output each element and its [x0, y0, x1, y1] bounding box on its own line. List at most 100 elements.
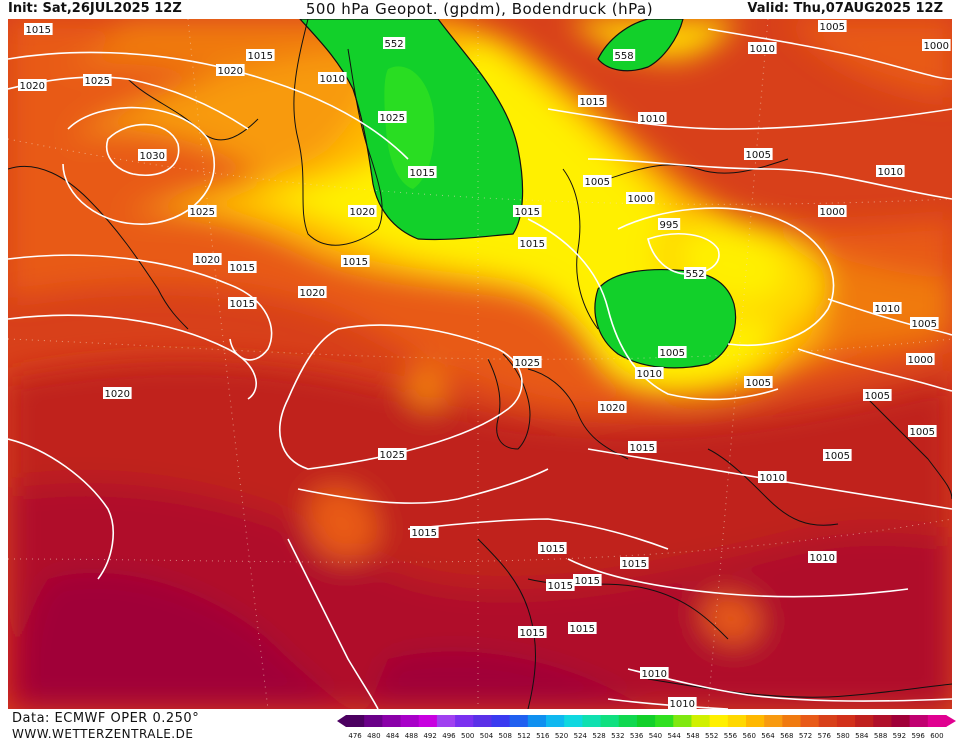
geopot-label: 552	[383, 37, 406, 50]
legend-tick-label: 568	[780, 732, 793, 740]
legend-swatch	[346, 715, 365, 727]
legend-tick-label: 528	[592, 732, 605, 740]
isobar-label: 1015	[513, 205, 542, 218]
legend-swatch	[691, 715, 711, 727]
isobar-label: 1000	[922, 39, 951, 52]
isobar-label: 1020	[103, 387, 132, 400]
legend-tick-label: 576	[818, 732, 832, 740]
legend-swatch	[364, 715, 383, 727]
legend-tick-label: 596	[911, 732, 925, 740]
svg-text:1005: 1005	[825, 451, 850, 462]
isobar-label: 1015	[628, 441, 657, 454]
svg-text:1020: 1020	[105, 389, 130, 400]
isobar-label: 1010	[808, 551, 837, 564]
legend-tick-label: 516	[536, 732, 550, 740]
legend-swatch	[546, 715, 565, 727]
isobar-label: 1020	[216, 64, 245, 77]
isobar-label: 1010	[318, 72, 347, 85]
legend-tick-label: 508	[499, 732, 512, 740]
isobar-label: 1015	[538, 542, 567, 555]
legend-swatch	[727, 715, 747, 727]
isobar-label: 1005	[744, 376, 773, 389]
isobar-label: 1025	[188, 205, 217, 218]
svg-text:1015: 1015	[540, 544, 565, 555]
svg-text:1025: 1025	[380, 450, 405, 461]
svg-text:1020: 1020	[218, 66, 243, 77]
legend-tick-label: 560	[743, 732, 756, 740]
svg-text:1015: 1015	[580, 97, 605, 108]
svg-text:1015: 1015	[230, 299, 255, 310]
isobar-label: 1010	[758, 471, 787, 484]
geopot-low-areas	[299, 19, 737, 369]
svg-text:1015: 1015	[412, 528, 437, 539]
isobar-label: 1005	[658, 346, 687, 359]
isobar-label: 1015	[246, 49, 275, 62]
legend-tick-label: 536	[630, 732, 644, 740]
header-bar: Init: Sat,26JUL2025 12Z 500 hPa Geopot. …	[0, 0, 959, 20]
isobar-label: 1005	[744, 148, 773, 161]
legend-tick-label: 540	[649, 732, 662, 740]
svg-text:1010: 1010	[320, 74, 345, 85]
isobar-label: 1020	[598, 401, 627, 414]
svg-text:1010: 1010	[875, 304, 900, 315]
isobar-label: 1010	[635, 367, 664, 380]
legend-swatch	[782, 715, 802, 727]
legend-tick-label: 564	[761, 732, 775, 740]
isobar-label: 1015	[568, 622, 597, 635]
svg-text:1020: 1020	[350, 207, 375, 218]
legend-tick-label: 500	[461, 732, 474, 740]
legend-swatch	[764, 715, 783, 727]
legend-swatch	[418, 715, 438, 727]
legend-swatch	[673, 715, 692, 727]
legend-tick-label: 504	[480, 732, 494, 740]
legend-tick-label: 572	[799, 732, 812, 740]
isobar-label: 1015	[578, 95, 607, 108]
svg-text:1015: 1015	[548, 581, 573, 592]
legend-swatch	[636, 715, 656, 727]
svg-text:1005: 1005	[585, 177, 610, 188]
isobar-label: 1020	[298, 286, 327, 299]
init-time: Init: Sat,26JUL2025 12Z	[8, 1, 182, 16]
svg-text:1015: 1015	[230, 263, 255, 274]
svg-text:1015: 1015	[410, 168, 435, 179]
legend-tick-label: 592	[893, 732, 906, 740]
svg-text:552: 552	[385, 39, 404, 50]
svg-text:995: 995	[660, 220, 679, 231]
svg-text:1000: 1000	[628, 194, 653, 205]
isobar-label: 1025	[83, 74, 112, 87]
legend-tick-label: 488	[405, 732, 418, 740]
legend-swatch	[873, 715, 892, 727]
graticule	[8, 19, 952, 709]
isobar-label: 1000	[906, 353, 935, 366]
isobar-label: 1005	[910, 317, 939, 330]
legend-tick-label: 480	[367, 732, 380, 740]
legend-tick-label: 532	[611, 732, 624, 740]
isobar-label: 1010	[668, 697, 697, 709]
isobar-label: 1015	[408, 166, 437, 179]
svg-text:1005: 1005	[865, 391, 890, 402]
legend-tick-label: 584	[855, 732, 869, 740]
svg-text:1005: 1005	[660, 348, 685, 359]
isobar-label: 995	[658, 218, 681, 231]
svg-text:1015: 1015	[520, 628, 545, 639]
isobar-label: 1015	[24, 23, 53, 36]
svg-text:1025: 1025	[85, 76, 110, 87]
isobar-label: 1020	[18, 79, 47, 92]
isobar-label: 1010	[638, 112, 667, 125]
svg-text:1010: 1010	[750, 44, 775, 55]
isobar-label: 1020	[348, 205, 377, 218]
isobar-label: 1025	[378, 448, 407, 461]
legend-tick-label: 548	[686, 732, 699, 740]
legend-swatch	[527, 715, 547, 727]
svg-text:1000: 1000	[820, 207, 845, 218]
isobar-label: 1010	[876, 165, 905, 178]
legend-swatch	[855, 715, 874, 727]
legend-swatch	[891, 715, 911, 727]
legend-swatch	[800, 715, 820, 727]
legend-swatch	[818, 715, 838, 727]
isobar-label: 1015	[228, 261, 257, 274]
legend-swatch	[746, 715, 765, 727]
isobar-label: 1000	[626, 192, 655, 205]
geopot-label: 552	[684, 267, 707, 280]
